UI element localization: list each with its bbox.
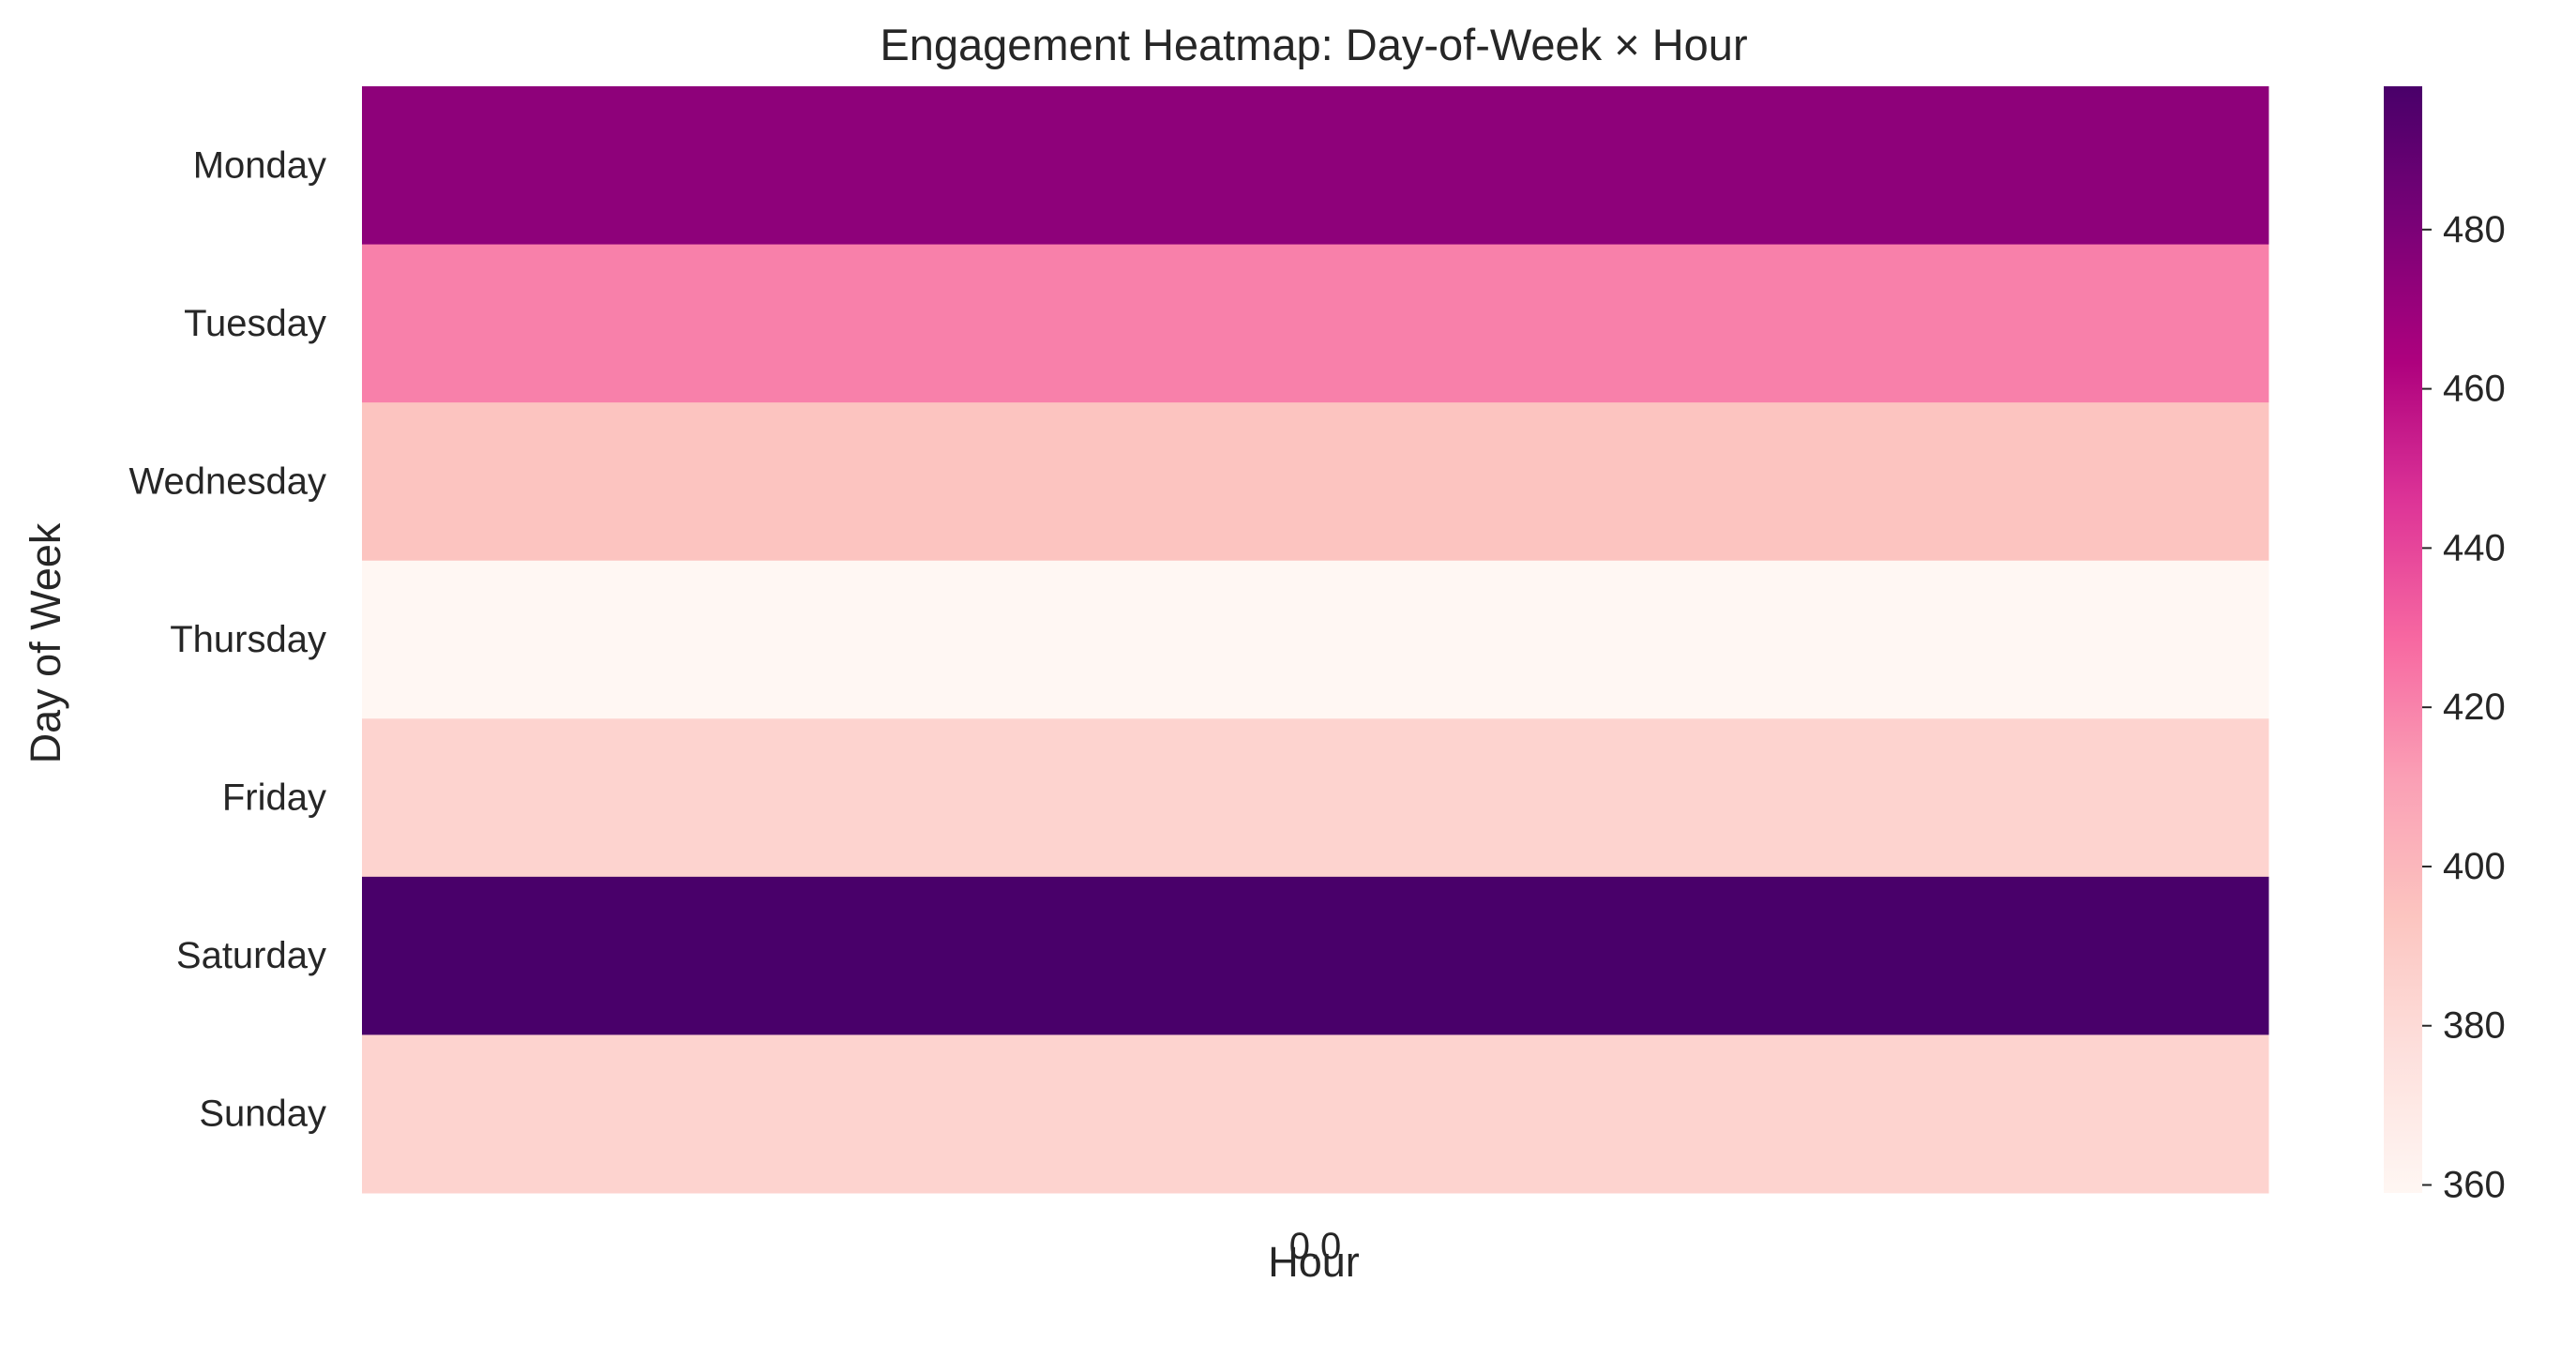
- heatmap-cell-wednesday-0: [362, 402, 2269, 562]
- y-axis-ticks: Monday Tuesday Wednesday Thursday Friday Satu…: [128, 144, 326, 1134]
- x-axis-ticks: 0.0: [1289, 1226, 1342, 1267]
- heatmap-cell-thursday-0: [362, 560, 2269, 719]
- heatmap-cell-saturday-0: [362, 876, 2269, 1035]
- colorbar-tick-label: 380: [2443, 1005, 2506, 1047]
- x-axis-label: Hour: [1268, 1238, 1360, 1286]
- heatmap-cell-monday-0: [362, 86, 2269, 246]
- colorbar-tick-label: 480: [2443, 209, 2506, 250]
- y-tick-label-tuesday: Tuesday: [184, 303, 326, 344]
- colorbar-ticks: 360 380 400 420 440 460 480: [2422, 209, 2506, 1206]
- heatmap-cell-tuesday-0: [362, 244, 2269, 403]
- y-tick-label-sunday: Sunday: [199, 1094, 326, 1135]
- heatmap-cell-sunday-0: [362, 1034, 2269, 1194]
- colorbar-tick-label: 460: [2443, 369, 2506, 410]
- heatmap-cell-friday-0: [362, 718, 2269, 878]
- colorbar: [2384, 86, 2422, 1193]
- y-tick-label-friday: Friday: [222, 777, 326, 819]
- y-tick-label-saturday: Saturday: [176, 935, 326, 976]
- colorbar-tick-label: 360: [2443, 1165, 2506, 1206]
- y-tick-label-thursday: Thursday: [170, 619, 326, 660]
- y-axis-label: Day of Week: [22, 522, 69, 763]
- colorbar-tick-label: 400: [2443, 846, 2506, 887]
- heatmap-cells: [362, 86, 2269, 1194]
- x-tick-label: 0.0: [1289, 1226, 1342, 1267]
- y-tick-label-wednesday: Wednesday: [128, 460, 326, 502]
- y-tick-label-monday: Monday: [193, 144, 326, 186]
- colorbar-tick-label: 440: [2443, 527, 2506, 568]
- chart-title: Engagement Heatmap: Day-of-Week × Hour: [880, 20, 1747, 69]
- colorbar-tick-label: 420: [2443, 687, 2506, 728]
